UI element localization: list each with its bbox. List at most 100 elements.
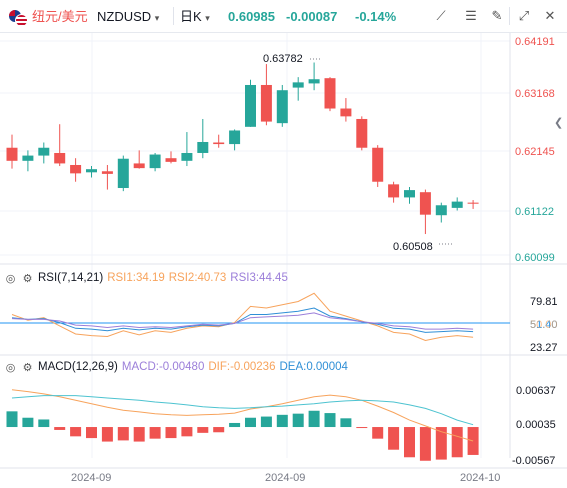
macd-bar xyxy=(38,419,50,428)
candle xyxy=(435,202,447,223)
rsi1-line xyxy=(11,292,474,342)
visibility-eye-icon[interactable]: ◎ xyxy=(5,273,16,285)
candle-body xyxy=(133,163,145,169)
candle-body xyxy=(229,130,241,145)
indicator-settings-icon[interactable]: ☰ xyxy=(465,8,477,23)
candle xyxy=(419,189,431,235)
dea-line xyxy=(11,395,474,426)
candle xyxy=(101,164,113,190)
high-price-label: 0.63782 xyxy=(263,53,303,65)
macd-title[interactable]: MACD(12,26,9) xyxy=(38,361,118,373)
price-change-percent: -0.14% xyxy=(355,9,397,24)
candle xyxy=(6,134,18,169)
macd-bar xyxy=(101,427,113,442)
macd-axis-label: 0.00637 xyxy=(516,385,556,397)
visibility-eye-icon[interactable]: ◎ xyxy=(5,362,16,374)
rsi3-line xyxy=(11,312,474,330)
close-icon[interactable]: ✕ xyxy=(544,8,556,23)
candle-body xyxy=(101,171,113,174)
chart-canvas[interactable]: 0.63782 0.60508 0.64191 0.63168 0.62145 … xyxy=(0,33,567,488)
macd-bar xyxy=(245,417,256,428)
macd-value: MACD:-0.00480 xyxy=(121,361,205,373)
time-axis-label: 2024-10 xyxy=(460,472,500,484)
candle-body xyxy=(340,108,352,117)
rsi-title[interactable]: RSI(7,14,21) xyxy=(38,272,104,284)
time-axis[interactable]: 2024-09 2024-09 2024-10 xyxy=(71,472,500,484)
candle-body xyxy=(213,142,225,145)
candle xyxy=(133,150,145,169)
rsi1-value: RSI1:34.19 xyxy=(107,272,165,284)
price-change: -0.00087 xyxy=(286,9,338,24)
fullscreen-icon[interactable]: ⤢ xyxy=(518,8,530,23)
candle-body xyxy=(451,201,463,208)
rsi-axis[interactable]: 79.81 51.40 50.00 23.27 xyxy=(530,296,558,354)
candle xyxy=(340,98,352,122)
price-axis-label: 0.61122 xyxy=(515,206,554,218)
candle-body xyxy=(54,152,66,164)
symbol-selector[interactable]: NZDUSD ▾ xyxy=(97,8,159,27)
chevron-down-icon: ▾ xyxy=(205,13,210,23)
pair-native-name[interactable]: 纽元/美元 xyxy=(32,9,88,24)
macd-bar xyxy=(54,427,66,430)
candlestick-series xyxy=(6,62,479,235)
candle xyxy=(245,79,256,127)
paint-brush-icon[interactable]: ✎ xyxy=(491,8,503,23)
macd-bar xyxy=(324,413,336,428)
rsi2-value: RSI2:40.73 xyxy=(168,272,227,284)
candle-body xyxy=(372,147,384,182)
candle xyxy=(22,150,34,172)
settings-gear-icon[interactable]: ⚙ xyxy=(22,273,33,285)
candle xyxy=(324,77,336,112)
macd-bar xyxy=(229,422,241,428)
candle xyxy=(276,84,288,127)
rsi3-value: RSI3:44.45 xyxy=(230,272,288,284)
candle xyxy=(451,197,463,211)
time-axis-label: 2024-09 xyxy=(71,472,111,484)
candle xyxy=(38,142,50,164)
candle-body xyxy=(245,84,256,127)
macd-bar xyxy=(419,427,431,461)
macd-bar xyxy=(451,427,463,458)
collapse-arrow-icon[interactable]: ❮ xyxy=(554,117,563,129)
settings-gear-icon[interactable]: ⚙ xyxy=(22,362,33,374)
macd-bar xyxy=(356,427,368,429)
rsi-axis-label: 79.81 xyxy=(530,296,558,308)
macd-bar xyxy=(435,427,447,460)
candle xyxy=(404,186,415,204)
price-axis[interactable]: 0.64191 0.63168 0.62145 0.61122 0.60099 xyxy=(515,36,555,264)
candle xyxy=(292,77,304,101)
candle xyxy=(388,181,400,203)
rsi-axis-label: 51.40 xyxy=(530,319,558,331)
candle xyxy=(70,158,82,182)
macd-bar xyxy=(388,427,400,450)
macd-histogram xyxy=(6,410,479,461)
candle-body xyxy=(181,152,193,161)
candle xyxy=(181,132,193,167)
time-axis-label: 2024-09 xyxy=(265,472,305,484)
dif-line xyxy=(11,389,474,442)
macd-bar xyxy=(372,427,384,439)
macd-bar xyxy=(165,427,177,439)
macd-bar xyxy=(133,427,145,442)
candle-body xyxy=(260,84,272,122)
macd-legend: ◎ ⚙ MACD(12,26,9) MACD:-0.00480 DIF:-0.00236… xyxy=(4,359,352,375)
macd-bar xyxy=(213,427,225,433)
interval-selector[interactable]: 日K ▾ xyxy=(180,8,210,27)
candle-body xyxy=(276,90,288,124)
candle-body xyxy=(165,158,177,162)
candle-body xyxy=(6,147,18,161)
chevron-down-icon: ▾ xyxy=(154,13,160,23)
draw-line-icon[interactable]: ⟋ xyxy=(436,8,446,23)
candle xyxy=(165,151,177,164)
interval-label: 日K xyxy=(180,9,202,24)
candle-body xyxy=(70,164,82,174)
candle-body xyxy=(117,158,129,189)
macd-bar xyxy=(260,416,272,428)
price-axis-label: 0.63168 xyxy=(515,88,555,100)
macd-bar xyxy=(70,427,82,437)
macd-bar xyxy=(308,410,320,428)
toolbar-divider xyxy=(509,7,510,25)
toolbar-divider xyxy=(173,7,174,25)
dea-value: DEA:0.00004 xyxy=(279,361,348,373)
macd-axis[interactable]: 0.00637 0.00035 -0.00567 xyxy=(512,385,556,467)
